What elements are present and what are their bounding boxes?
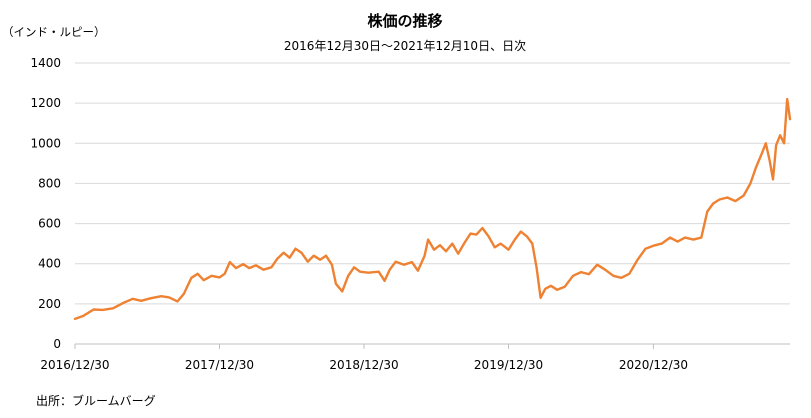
y-tick-label: 800 (38, 176, 61, 190)
y-tick-label: 1200 (30, 96, 61, 110)
y-tick-label: 200 (38, 297, 61, 311)
source-note: 出所：ブルームバーグ (36, 393, 156, 408)
plot-series (73, 97, 792, 321)
x-tick-label: 2016/12/30 (40, 358, 109, 372)
gridlines (75, 62, 790, 305)
chart-subtitle: 2016年12月30日～2021年12月10日、日次 (284, 39, 526, 53)
y-tick-label: 0 (53, 337, 61, 351)
y-axis-unit-label: （インド・ルピー） (2, 25, 106, 39)
x-axis (74, 343, 790, 349)
y-tick-label: 400 (38, 257, 61, 271)
x-tick-label: 2019/12/30 (474, 358, 543, 372)
x-tick-label: 2020/12/30 (619, 358, 688, 372)
y-tick-label: 1000 (30, 136, 61, 150)
chart-title: 株価の推移 (367, 12, 442, 30)
y-tick-label: 1400 (30, 56, 61, 70)
x-tick-label: 2017/12/30 (185, 358, 254, 372)
y-axis-tick-labels: 0 200 400 600 800 1000 1200 1400 (30, 56, 61, 351)
x-tick-label: 2018/12/30 (329, 358, 398, 372)
x-axis-tick-labels: 2016/12/30 2017/12/30 2018/12/30 2019/12/30… (40, 358, 688, 372)
y-tick-label: 600 (38, 217, 61, 231)
price-series-line (73, 97, 792, 321)
